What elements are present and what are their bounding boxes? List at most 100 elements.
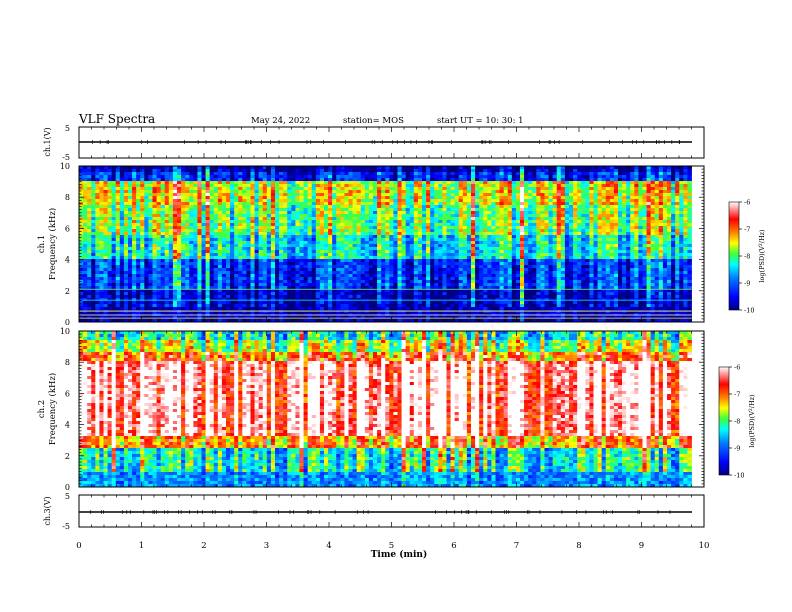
spectrogram-cell (397, 280, 402, 284)
spectrogram-cell (213, 319, 219, 322)
spectrogram-cell (283, 256, 288, 260)
spectrogram-cell (230, 175, 235, 179)
spectrogram-cell (217, 229, 223, 233)
spectrogram-cell (230, 187, 235, 191)
spectrogram-cell (230, 292, 235, 296)
spectrogram-cell (250, 253, 255, 257)
spectrogram-cell (389, 193, 394, 197)
spectrogram-cell (201, 274, 206, 278)
spectrogram-cell (152, 262, 157, 266)
spectrogram-cell (348, 292, 353, 296)
spectrogram-cell (381, 184, 386, 188)
spectrogram-cell (140, 196, 145, 200)
spectrogram-cell (336, 184, 341, 188)
spectrogram-cell (144, 196, 149, 200)
spectrogram-cell (201, 256, 206, 260)
spectrogram-cell (275, 193, 280, 197)
spectrogram-cell (283, 283, 288, 287)
spectrogram-cell (201, 262, 206, 266)
spectrogram-cell (148, 319, 153, 322)
spectrogram-cell (319, 238, 325, 242)
spectrogram-cell (328, 199, 333, 203)
spectrogram-cell (197, 307, 202, 311)
spectrogram-cell (434, 304, 439, 308)
spectrogram-cell (303, 196, 309, 200)
spectrogram-cell (389, 217, 394, 221)
spectrogram-cell (311, 172, 317, 176)
spectrogram-cell (250, 292, 255, 296)
spectrogram-cell (209, 175, 215, 179)
spectrogram-cell (266, 208, 272, 212)
spectrogram-cell (115, 217, 121, 221)
spectrogram-cell (336, 250, 341, 254)
spectrogram-cell (185, 286, 190, 290)
spectrogram-cell (258, 223, 264, 227)
spectrogram-cell (168, 289, 174, 293)
spectrogram-cell (221, 178, 227, 182)
spectrogram-cell (336, 229, 341, 233)
spectrogram-cell (250, 196, 255, 200)
spectrogram-cell (446, 229, 451, 233)
spectrogram-cell (283, 262, 288, 266)
spectrogram-cell (160, 190, 166, 194)
spectrogram-cell (324, 277, 329, 281)
spectrogram-cell (393, 274, 398, 278)
spectrogram-cell (299, 211, 304, 215)
spectrogram-cell (128, 247, 133, 251)
spectrogram-cell (409, 193, 415, 197)
spectrogram-cell (213, 286, 219, 290)
spectrogram-cell (319, 289, 325, 293)
spectrogram-cell (307, 268, 313, 272)
spectrogram-cell (128, 196, 133, 200)
spectrogram-cell (148, 169, 153, 173)
spectrogram-cell (213, 298, 219, 302)
spectrogram-cell (226, 289, 231, 293)
spectrogram-cell (83, 241, 88, 245)
spectrogram-cell (426, 205, 431, 209)
spectrogram-cell (254, 178, 260, 182)
spectrogram-cell (291, 205, 296, 209)
spectrogram-cell (201, 277, 206, 281)
spectrogram-cell (266, 286, 272, 290)
spectrogram-cell (315, 187, 321, 191)
spectrogram-cell (283, 202, 288, 206)
spectrogram-cell (132, 295, 137, 299)
spectrogram-cell (238, 193, 243, 197)
spectrogram-cell (234, 274, 239, 278)
spectrogram-cell (238, 181, 243, 185)
spectrogram-cell (107, 280, 113, 284)
spectrogram-cell (364, 220, 370, 224)
spectrogram-cell (156, 175, 162, 179)
spectrogram-cell (213, 223, 219, 227)
spectrogram-cell (136, 304, 141, 308)
spectrogram-cell (344, 238, 349, 242)
spectrogram-cell (119, 193, 125, 197)
spectrogram-cell (164, 208, 170, 212)
spectrogram-cell (389, 265, 394, 269)
spectrogram-cell (172, 190, 178, 194)
spectrogram-cell (193, 199, 198, 203)
spectrogram-cell (328, 277, 333, 281)
spectrogram-cell (83, 295, 88, 299)
spectrogram-cell (221, 196, 227, 200)
spectrogram-cell (95, 199, 100, 203)
spectrogram-cell (201, 229, 206, 233)
spectrogram-cell (283, 181, 288, 185)
spectrogram-cell (368, 193, 374, 197)
spectrogram-cell (217, 295, 223, 299)
spectrogram-cell (250, 181, 255, 185)
spectrogram-cell (193, 226, 198, 230)
spectrogram-cell (454, 178, 460, 182)
spectrogram-cell (209, 244, 215, 248)
spectrogram-cell (393, 259, 398, 263)
spectrogram-cell (111, 310, 117, 314)
spectrogram-cell (385, 283, 390, 287)
spectrogram-cell (340, 169, 345, 173)
spectrogram-cell (250, 295, 255, 299)
spectrogram-cell (373, 226, 378, 230)
spectrogram-cell (270, 259, 276, 263)
spectrogram-cell (115, 235, 121, 239)
spectrogram-cell (213, 259, 219, 263)
spectrogram-cell (295, 226, 300, 230)
spectrogram-cell (352, 208, 358, 212)
